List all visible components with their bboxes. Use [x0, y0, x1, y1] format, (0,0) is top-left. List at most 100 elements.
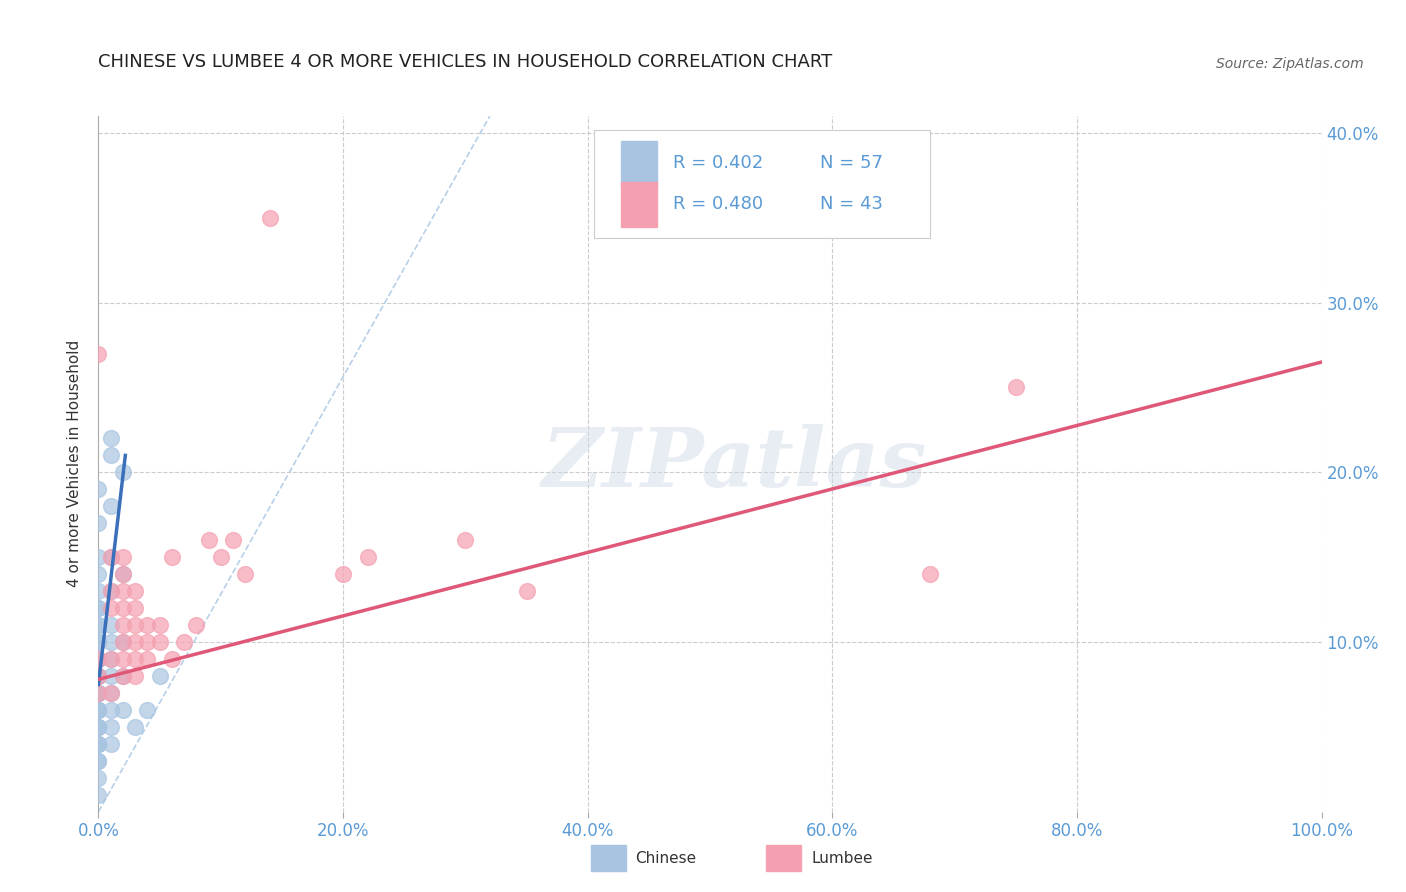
Text: Lumbee: Lumbee: [811, 851, 873, 865]
Point: [87, 601, 110, 615]
Point: [259, 211, 281, 225]
Point: [100, 720, 122, 734]
Point: [100, 635, 122, 649]
Point: [87, 550, 110, 565]
Point: [160, 550, 183, 565]
Point: [136, 652, 159, 666]
Point: [111, 567, 134, 582]
Point: [111, 466, 134, 480]
Point: [111, 652, 134, 666]
Text: ZIPatlas: ZIPatlas: [541, 424, 927, 504]
Point: [111, 703, 134, 717]
Point: [87, 754, 110, 768]
Point: [209, 550, 232, 565]
Point: [87, 635, 110, 649]
Point: [111, 669, 134, 683]
Text: N = 43: N = 43: [820, 195, 883, 213]
Point: [87, 703, 110, 717]
Point: [87, 703, 110, 717]
Point: [87, 737, 110, 751]
Point: [100, 448, 122, 462]
Point: [87, 652, 110, 666]
Point: [87, 788, 110, 802]
Point: [136, 703, 159, 717]
Point: [100, 737, 122, 751]
Point: [149, 669, 172, 683]
Text: CHINESE VS LUMBEE 4 OR MORE VEHICLES IN HOUSEHOLD CORRELATION CHART: CHINESE VS LUMBEE 4 OR MORE VEHICLES IN …: [98, 54, 832, 71]
Point: [454, 533, 477, 548]
Point: [100, 431, 122, 445]
Point: [87, 346, 110, 360]
FancyBboxPatch shape: [620, 182, 658, 227]
Point: [124, 635, 146, 649]
Point: [87, 720, 110, 734]
Point: [111, 669, 134, 683]
Point: [87, 652, 110, 666]
Point: [100, 601, 122, 615]
Point: [87, 516, 110, 531]
Y-axis label: 4 or more Vehicles in Household: 4 or more Vehicles in Household: [67, 340, 83, 588]
Point: [136, 618, 159, 632]
Point: [100, 584, 122, 599]
Text: R = 0.480: R = 0.480: [673, 195, 763, 213]
Point: [100, 550, 122, 565]
Point: [149, 635, 172, 649]
Point: [1004, 380, 1026, 394]
Point: [87, 652, 110, 666]
Point: [332, 567, 354, 582]
Point: [160, 652, 183, 666]
Point: [87, 703, 110, 717]
Point: [100, 652, 122, 666]
Point: [222, 533, 245, 548]
Point: [87, 669, 110, 683]
Point: [186, 618, 208, 632]
FancyBboxPatch shape: [593, 130, 931, 238]
Text: Source: ZipAtlas.com: Source: ZipAtlas.com: [1216, 57, 1364, 71]
Text: Chinese: Chinese: [636, 851, 696, 865]
Point: [87, 720, 110, 734]
Point: [87, 686, 110, 700]
Point: [87, 618, 110, 632]
Point: [100, 703, 122, 717]
Point: [100, 669, 122, 683]
Text: R = 0.402: R = 0.402: [673, 154, 763, 172]
Point: [233, 567, 256, 582]
Point: [87, 754, 110, 768]
Point: [87, 652, 110, 666]
Point: [87, 567, 110, 582]
Point: [100, 618, 122, 632]
Point: [87, 737, 110, 751]
Point: [87, 771, 110, 785]
Point: [111, 584, 134, 599]
Point: [87, 635, 110, 649]
Point: [87, 720, 110, 734]
Point: [87, 669, 110, 683]
Point: [356, 550, 378, 565]
Point: [87, 686, 110, 700]
Point: [87, 584, 110, 599]
Point: [87, 601, 110, 615]
Point: [124, 652, 146, 666]
Point: [124, 618, 146, 632]
Point: [920, 567, 942, 582]
Point: [124, 720, 146, 734]
Point: [111, 601, 134, 615]
Point: [100, 550, 122, 565]
Point: [87, 686, 110, 700]
Point: [111, 567, 134, 582]
Point: [124, 669, 146, 683]
Point: [87, 669, 110, 683]
Point: [87, 483, 110, 497]
Point: [111, 550, 134, 565]
Point: [197, 533, 219, 548]
FancyBboxPatch shape: [620, 141, 658, 186]
Point: [124, 584, 146, 599]
Text: N = 57: N = 57: [820, 154, 883, 172]
Point: [100, 652, 122, 666]
Point: [100, 686, 122, 700]
Point: [515, 584, 537, 599]
Point: [173, 635, 195, 649]
Point: [111, 635, 134, 649]
Point: [100, 686, 122, 700]
Point: [100, 584, 122, 599]
